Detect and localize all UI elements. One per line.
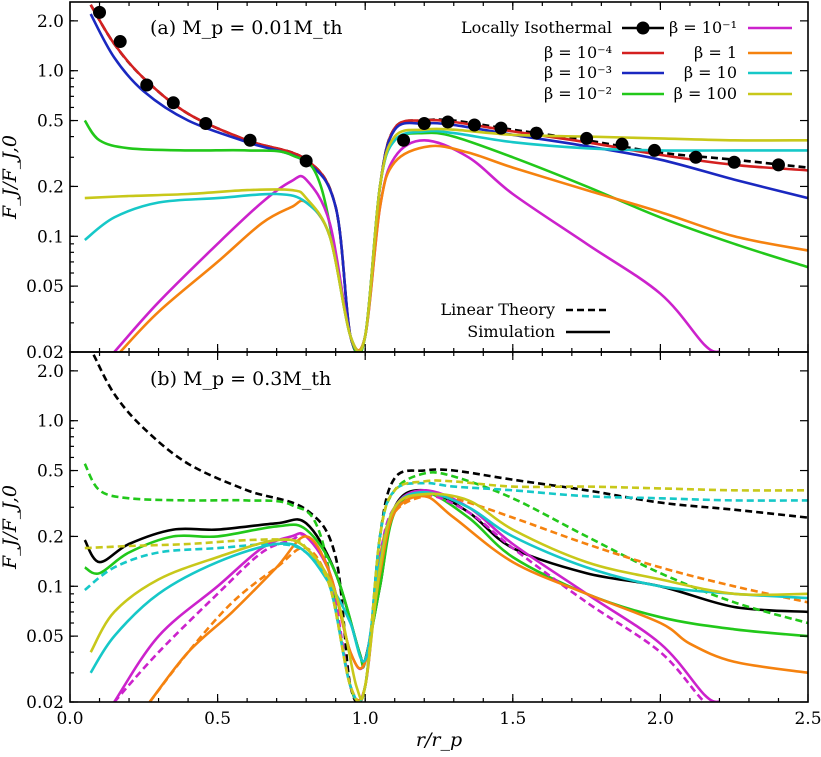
series-line-b-1-dashed	[148, 493, 808, 702]
isothermal-marker	[166, 96, 180, 110]
series-line-b-10-solid	[89, 490, 808, 674]
isothermal-marker	[441, 115, 455, 129]
y-tick-label: 0.5	[37, 112, 64, 132]
y-axis-label-b: F_J/F_J,0	[0, 485, 21, 570]
x-axis-label: r/r_p	[416, 729, 462, 751]
x-tick-label: 1.0	[352, 709, 379, 729]
series-line-a-10-solid	[113, 139, 720, 352]
y-tick-label: 0.02	[26, 343, 64, 363]
x-tick-label: 2.5	[794, 709, 821, 729]
isothermal-marker	[113, 35, 127, 49]
isothermal-marker	[727, 155, 741, 169]
y-tick-label: 0.2	[37, 527, 64, 547]
isothermal-marker	[615, 137, 629, 151]
series-line-a-100-solid	[84, 127, 808, 352]
panel-b-frame	[69, 351, 809, 703]
panel-b: 0.02 0.05 0.1 0.2 0.5 1.0 2.0 (b) M_p = 0.3M_t…	[26, 351, 809, 713]
legend-label-10: β = 10⁻²	[544, 84, 612, 103]
isothermal-marker	[243, 133, 257, 147]
series-line-b-1-solid	[148, 494, 808, 702]
legend-label-10: β = 10⁻³	[544, 63, 612, 82]
series-line-b-linear-theory-isothermal-dashed	[92, 354, 808, 702]
isothermal-marker	[199, 116, 213, 130]
y-tick-label: 0.2	[37, 177, 64, 197]
series-line-b-10-solid	[84, 490, 808, 669]
legend-label-locally-isothermal: Locally Isothermal	[461, 18, 612, 37]
isothermal-marker	[93, 5, 107, 19]
y-tick-label: 0.02	[26, 693, 64, 713]
y-tick-label: 0.5	[37, 462, 64, 482]
series-line-b-10-dashed	[113, 492, 720, 702]
isothermal-marker	[140, 78, 154, 92]
isothermal-marker	[467, 118, 481, 132]
style-legend: Linear Theory Simulation	[440, 300, 610, 341]
series-line-b-100-solid	[89, 492, 808, 701]
panel-a-label: (a) M_p = 0.01M_th	[150, 17, 342, 39]
y-tick-label: 0.1	[37, 227, 64, 247]
isothermal-marker	[529, 126, 543, 140]
y-tick-label: 0.05	[26, 277, 64, 297]
y-axis-label-a: F_J/F_J,0	[0, 135, 21, 220]
isothermal-marker	[647, 143, 661, 157]
y-tick-label: 2.0	[37, 362, 64, 382]
series-line-b-10-solid	[113, 489, 720, 702]
legend-label-10: β = 10⁻¹	[669, 18, 737, 37]
series-line-a-1-solid	[119, 144, 808, 352]
y-tick-label: 2.0	[37, 12, 64, 32]
x-tick-label: 0.5	[204, 709, 231, 729]
isothermal-marker	[417, 116, 431, 130]
isothermal-marker	[580, 131, 594, 145]
y-tick-label: 0.05	[26, 627, 64, 647]
legend-label-100: β = 100	[674, 84, 737, 103]
isothermal-marker	[771, 158, 785, 172]
y-tick-label: 0.1	[37, 577, 64, 597]
y-tick-label: 1.0	[37, 412, 64, 432]
isothermal-marker	[494, 121, 508, 135]
legend-label-1: β = 1	[694, 43, 737, 62]
x-tick-label: 1.5	[499, 709, 526, 729]
series-line-b-10-dashed	[83, 481, 808, 702]
y-tick-label: 1.0	[37, 62, 64, 82]
panel-b-label: (b) M_p = 0.3M_th	[150, 368, 331, 390]
x-tick-label: 0.0	[56, 709, 83, 729]
isothermal-marker	[299, 154, 313, 168]
style-legend-label-simulation: Simulation	[467, 322, 555, 341]
legend-label-10: β = 10⁻⁴	[544, 43, 612, 62]
x-tick-label: 2.0	[647, 709, 674, 729]
isothermal-marker	[397, 133, 411, 147]
panel-a: 0.02 0.05 0.1 0.2 0.5 1.0 2.0 (a) M_p = 0.01M_…	[26, 1, 809, 363]
style-legend-label-linear-theory: Linear Theory	[440, 300, 555, 319]
legend-label-10: β = 10	[684, 63, 737, 82]
isothermal-marker	[689, 150, 703, 164]
legend: Locally Isothermal β = 10⁻⁴β = 10⁻³ β = 10…	[461, 18, 792, 103]
legend-marker-icon	[636, 21, 650, 35]
series-line-b-100-dashed	[84, 479, 808, 702]
